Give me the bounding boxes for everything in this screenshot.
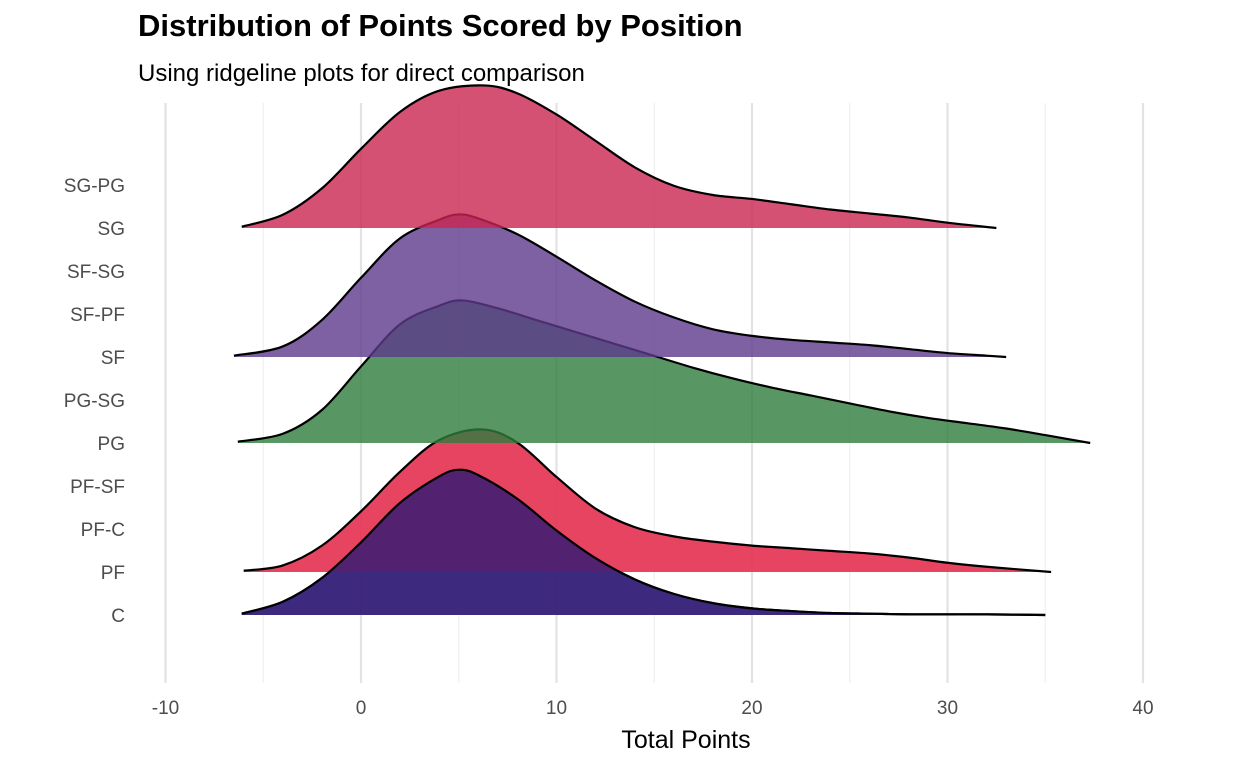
x-tick-label: -10 xyxy=(152,698,179,719)
y-tick-label: PG-SG xyxy=(64,391,125,412)
ridge-sf xyxy=(233,213,1007,359)
y-tick-label: PF xyxy=(101,563,125,584)
y-tick-label: PF-SF xyxy=(70,477,125,498)
y-axis-tick-labels: C PF PF-C PF-SF PG PG-SG SF SF-PF SF-SG SG SG-PG xyxy=(64,176,125,627)
ridge-outline xyxy=(243,428,1052,574)
y-tick-label: SF xyxy=(101,348,125,369)
ridges xyxy=(233,84,1091,617)
ridge-outline xyxy=(241,84,997,230)
ridge-outline xyxy=(233,213,1007,359)
y-tick-label: SG xyxy=(98,219,125,240)
y-tick-label: SG-PG xyxy=(64,176,125,197)
x-tick-label: 20 xyxy=(741,698,762,719)
x-tick-label: 10 xyxy=(546,698,567,719)
ridge-outline xyxy=(241,468,1046,617)
x-axis-tick-labels: -10 0 10 20 30 40 xyxy=(152,698,1154,719)
x-axis-title: Total Points xyxy=(621,726,750,754)
x-tick-label: 40 xyxy=(1132,698,1153,719)
y-tick-label: SF-SG xyxy=(67,262,125,283)
y-tick-label: C xyxy=(111,606,125,627)
y-tick-label: PF-C xyxy=(81,520,125,541)
ridge-area xyxy=(241,85,997,228)
ridge-area xyxy=(233,214,1007,357)
y-tick-label: SF-PF xyxy=(70,305,125,326)
x-tick-label: 0 xyxy=(356,698,367,719)
ridge-sg xyxy=(241,84,997,230)
chart-subtitle: Using ridgeline plots for direct compari… xyxy=(138,60,585,87)
y-tick-label: PG xyxy=(98,434,125,455)
x-tick-label: 30 xyxy=(937,698,958,719)
ridge-area xyxy=(241,469,1046,615)
chart-title: Distribution of Points Scored by Positio… xyxy=(138,8,743,43)
ridge-c xyxy=(241,468,1046,617)
